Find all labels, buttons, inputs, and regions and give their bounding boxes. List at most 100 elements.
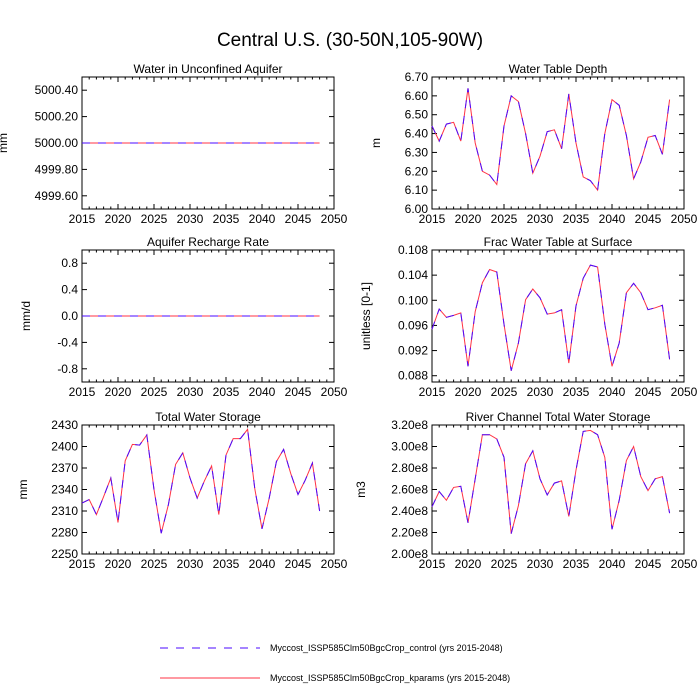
x-tick-label: 2015: [419, 557, 446, 571]
chart-panel-5: Total Water Storage 2015 2020 2025 2030 2035 2…: [16, 410, 348, 571]
y-tick-label: 2280: [51, 526, 78, 540]
legend-label-control: Myccost_ISSP585Clm50BgcCrop_control (yrs…: [270, 643, 503, 653]
x-tick-label: 2045: [635, 557, 662, 571]
series-line-kparams: [431, 88, 671, 192]
y-axis-label: m3: [354, 481, 368, 498]
legend-entry-kparams: Myccost_ISSP585Clm50BgcCrop_kparams (yrs…: [160, 673, 510, 683]
x-tick-label: 2020: [455, 385, 482, 399]
x-tick-label: 2045: [285, 385, 312, 399]
x-tick-label: 2040: [599, 385, 626, 399]
x-tick-label: 2025: [491, 557, 518, 571]
chart-panel-1: Water in Unconfined Aquifer 2015 2020 2025 2…: [0, 62, 348, 226]
x-tick-label: 2045: [285, 557, 312, 571]
y-tick-label: 0.104: [398, 268, 428, 282]
y-tick-label: 2400: [51, 440, 78, 454]
x-tick-label: 2040: [249, 212, 276, 226]
y-axis-label: mm/d: [19, 301, 33, 331]
y-tick-label: 5000.40: [35, 83, 79, 97]
legend-label-kparams: Myccost_ISSP585Clm50BgcCrop_kparams (yrs…: [270, 673, 511, 683]
x-tick-label: 2030: [177, 212, 204, 226]
y-tick-label: 0.096: [398, 318, 428, 332]
x-tick-label: 2025: [491, 212, 518, 226]
x-tick-label: 2040: [249, 557, 276, 571]
series-line-control: [431, 429, 671, 534]
y-tick-label: 4999.60: [35, 189, 79, 203]
y-tick-label: -0.4: [57, 335, 78, 349]
x-tick-label: 2015: [69, 557, 96, 571]
x-tick-label: 2035: [563, 557, 590, 571]
x-tick-label: 2025: [141, 212, 168, 226]
series-line-kparams: [81, 428, 321, 534]
y-tick-label: 2370: [51, 461, 78, 475]
x-tick-label: 2050: [321, 557, 348, 571]
x-tick-label: 2025: [491, 385, 518, 399]
chart-title: Water Table Depth: [509, 62, 608, 76]
legend-swatch-kparams: [160, 673, 260, 683]
y-tick-label: -0.8: [57, 362, 78, 376]
y-tick-label: 6.60: [405, 89, 429, 103]
y-tick-label: 0.4: [61, 283, 78, 297]
x-tick-label: 2035: [213, 385, 240, 399]
y-tick-label: 3.00e8: [391, 440, 428, 454]
series-line-control: [431, 88, 671, 192]
chart-panel-6: River Channel Total Water Storage 2015 202…: [354, 410, 698, 571]
y-tick-label: 6.30: [405, 145, 429, 159]
y-axis-label: mm: [16, 480, 30, 500]
y-tick-label: 0.108: [398, 243, 428, 257]
x-tick-label: 2050: [671, 212, 698, 226]
x-tick-label: 2040: [249, 385, 276, 399]
plot-frame: [431, 249, 685, 383]
y-tick-label: 2.40e8: [391, 504, 428, 518]
y-axis-label: m: [369, 138, 383, 148]
x-tick-label: 2040: [599, 557, 626, 571]
y-tick-label: 6.20: [405, 164, 429, 178]
x-tick-label: 2015: [419, 385, 446, 399]
chart-title: River Channel Total Water Storage: [466, 410, 651, 424]
x-tick-label: 2035: [213, 212, 240, 226]
y-tick-label: 2430: [51, 418, 78, 432]
y-tick-label: 0.100: [398, 293, 428, 307]
y-tick-label: 0.092: [398, 344, 428, 358]
legend-swatch-control: [160, 643, 260, 653]
x-tick-label: 2035: [563, 385, 590, 399]
y-tick-label: 6.70: [405, 70, 429, 84]
x-tick-label: 2015: [69, 212, 96, 226]
x-tick-label: 2050: [671, 557, 698, 571]
y-tick-label: 5000.00: [35, 136, 79, 150]
y-tick-label: 2.00e8: [391, 547, 428, 561]
x-tick-label: 2050: [321, 212, 348, 226]
x-tick-label: 2020: [105, 212, 132, 226]
y-tick-label: 0.088: [398, 369, 428, 383]
x-tick-label: 2045: [635, 212, 662, 226]
series-line-kparams: [431, 264, 671, 371]
x-tick-label: 2050: [671, 385, 698, 399]
x-tick-label: 2020: [455, 557, 482, 571]
x-tick-label: 2020: [105, 557, 132, 571]
y-tick-label: 5000.20: [35, 110, 79, 124]
x-tick-label: 2045: [635, 385, 662, 399]
y-tick-label: 6.10: [405, 183, 429, 197]
y-tick-label: 2.80e8: [391, 461, 428, 475]
y-tick-label: 6.40: [405, 127, 429, 141]
chart-panel-3: Aquifer Recharge Rate 2015 2020 2025 2030 203…: [19, 235, 348, 399]
x-tick-label: 2030: [527, 212, 554, 226]
x-tick-label: 2040: [599, 212, 626, 226]
y-tick-label: 0.8: [61, 256, 78, 270]
chart-title: Frac Water Table at Surface: [484, 235, 633, 249]
y-tick-label: 2340: [51, 483, 78, 497]
x-tick-label: 2030: [177, 557, 204, 571]
y-tick-label: 2.60e8: [391, 483, 428, 497]
x-tick-label: 2035: [563, 212, 590, 226]
x-tick-label: 2025: [141, 557, 168, 571]
x-tick-label: 2020: [105, 385, 132, 399]
y-tick-label: 4999.80: [35, 162, 79, 176]
chart-title: Water in Unconfined Aquifer: [134, 62, 283, 76]
y-tick-label: 6.50: [405, 108, 429, 122]
x-tick-label: 2030: [527, 385, 554, 399]
series-line-kparams: [431, 429, 671, 534]
y-axis-label: mm: [0, 133, 10, 153]
x-tick-label: 2030: [177, 385, 204, 399]
y-tick-label: 6.00: [405, 202, 429, 216]
x-tick-label: 2025: [141, 385, 168, 399]
